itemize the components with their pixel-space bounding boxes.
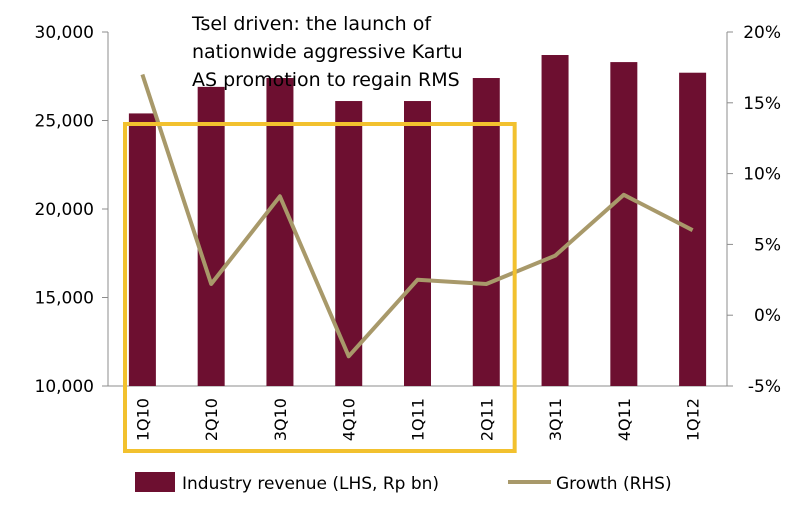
category-label: 3Q11 [546, 398, 565, 441]
category-label: 3Q10 [271, 398, 290, 441]
left-tick-label: 25,000 [35, 112, 94, 132]
revenue-bar [610, 62, 638, 387]
right-tick-label: 10% [743, 165, 781, 185]
category-label: 1Q12 [684, 398, 703, 441]
highlight-layer [123, 122, 517, 453]
left-tick-label: 10,000 [35, 377, 94, 397]
legend-label-growth: Growth (RHS) [556, 474, 672, 494]
revenue-bar [197, 86, 225, 387]
category-label: 1Q10 [133, 398, 152, 441]
legend: Industry revenue (LHS, Rp bn) Growth (RHS… [135, 472, 672, 494]
category-label: 2Q10 [202, 398, 221, 441]
annotation-line: AS promotion to regain RMS [192, 69, 460, 91]
revenue-bar [541, 55, 569, 386]
growth-line [140, 73, 694, 359]
right-tick-label: 0% [754, 306, 781, 326]
right-tick-label: 20% [743, 23, 781, 43]
annotation-line: nationwide aggressive Kartu [192, 41, 463, 63]
axes: 10,000 15,000 20,000 25,000 30,000 -5% 0% 5% 10%… [35, 23, 781, 397]
revenue-bar [128, 113, 156, 387]
right-tick-label: 15% [743, 94, 781, 114]
category-label: 4Q11 [615, 398, 634, 441]
annotation: Tsel driven: the launch of nationwide agg… [191, 13, 463, 91]
legend-label-revenue: Industry revenue (LHS, Rp bn) [182, 474, 439, 494]
category-label: 2Q11 [477, 398, 496, 441]
category-labels: 1Q10 2Q10 3Q10 4Q10 1Q11 2Q11 3Q11 4Q11 1Q12 [133, 398, 702, 441]
left-tick-label: 15,000 [35, 289, 94, 309]
highlight-box [123, 122, 517, 453]
growth-line-layer [140, 73, 694, 359]
revenue-bar [266, 78, 294, 387]
right-tick-label: -5% [748, 377, 781, 397]
left-tick-label: 20,000 [35, 200, 94, 220]
revenue-bar [472, 78, 500, 387]
legend-swatch-revenue [135, 472, 175, 492]
category-label: 4Q10 [340, 398, 359, 441]
bars [128, 55, 707, 387]
left-tick-label: 30,000 [35, 23, 94, 43]
right-tick-label: 5% [754, 235, 781, 255]
annotation-line: Tsel driven: the launch of [191, 13, 432, 35]
category-label: 1Q11 [409, 398, 428, 441]
revenue-bar [404, 101, 431, 386]
